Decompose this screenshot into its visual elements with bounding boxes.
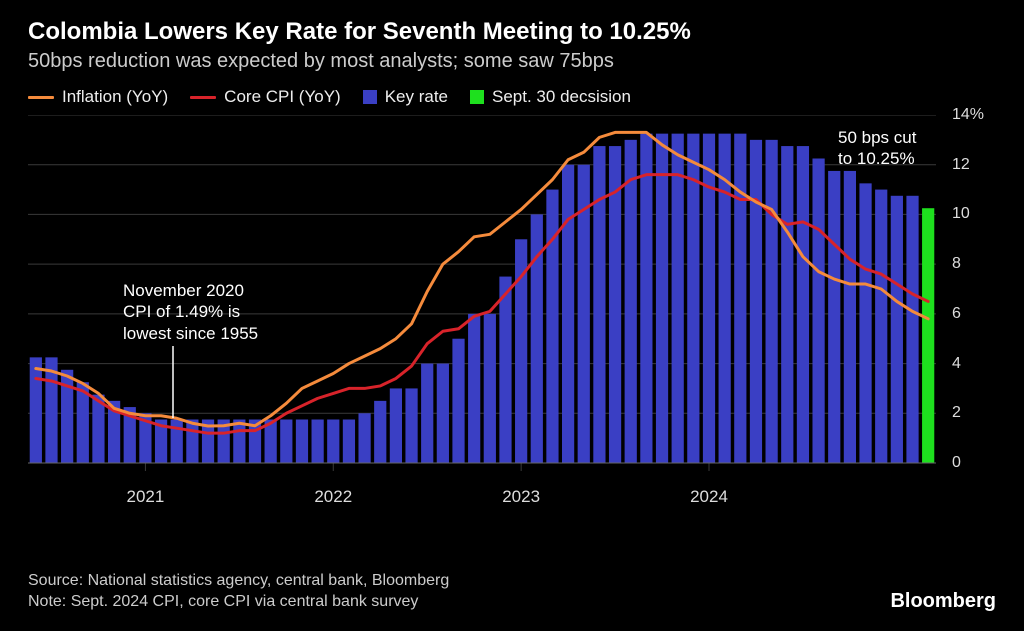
legend-label-decision: Sept. 30 decsision — [492, 87, 631, 107]
chart-subtitle: 50bps reduction was expected by most ana… — [28, 50, 996, 73]
legend-item-core: Core CPI (YoY) — [190, 87, 341, 107]
annotation-line: 50 bps cut — [838, 127, 916, 148]
y-tick-label: 8 — [952, 255, 996, 273]
y-tick-label: 4 — [952, 355, 996, 373]
y-tick-label: 0 — [952, 454, 996, 472]
annotation-low-cpi: November 2020CPI of 1.49% islowest since… — [123, 280, 258, 344]
x-year-label: 2023 — [502, 487, 540, 507]
legend-item-inflation: Inflation (YoY) — [28, 87, 168, 107]
note-line: Note: Sept. 2024 CPI, core CPI via centr… — [28, 591, 449, 613]
x-year-label: 2022 — [314, 487, 352, 507]
footer-text: Source: National statistics agency, cent… — [28, 570, 449, 613]
annotation-line: lowest since 1955 — [123, 323, 258, 344]
keyrate-swatch — [363, 90, 377, 104]
chart-title: Colombia Lowers Key Rate for Seventh Mee… — [28, 18, 996, 46]
y-tick-label: 14% — [952, 106, 996, 124]
y-tick-label: 2 — [952, 404, 996, 422]
decision-swatch — [470, 90, 484, 104]
annotation-line: CPI of 1.49% is — [123, 301, 258, 322]
brand-logo: Bloomberg — [890, 590, 996, 613]
legend: Inflation (YoY) Core CPI (YoY) Key rate … — [28, 87, 996, 107]
annotation-line: to 10.25% — [838, 148, 916, 169]
legend-item-keyrate: Key rate — [363, 87, 448, 107]
x-year-label: 2021 — [126, 487, 164, 507]
y-tick-label: 10 — [952, 205, 996, 223]
inflation-swatch — [28, 96, 54, 99]
legend-item-decision: Sept. 30 decsision — [470, 87, 631, 107]
legend-label-core: Core CPI (YoY) — [224, 87, 341, 107]
core-swatch — [190, 96, 216, 99]
chart-area: 02468101214%2021202220232024November 202… — [28, 115, 996, 505]
y-tick-label: 12 — [952, 156, 996, 174]
annotation-line: November 2020 — [123, 280, 258, 301]
legend-label-keyrate: Key rate — [385, 87, 448, 107]
annotation-rate-cut: 50 bps cutto 10.25% — [838, 127, 916, 170]
source-line: Source: National statistics agency, cent… — [28, 570, 449, 592]
legend-label-inflation: Inflation (YoY) — [62, 87, 168, 107]
y-tick-label: 6 — [952, 305, 996, 323]
x-year-label: 2024 — [690, 487, 728, 507]
